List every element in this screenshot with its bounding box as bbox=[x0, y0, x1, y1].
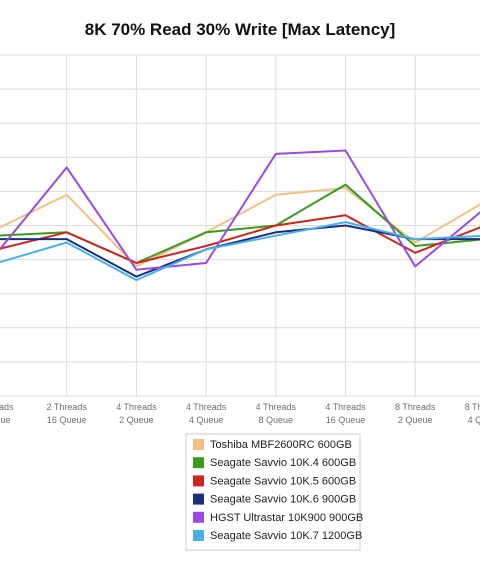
legend-label: Toshiba MBF2600RC 600GB bbox=[210, 439, 352, 451]
x-tick-label: 4 Threads bbox=[116, 402, 157, 412]
x-axis-ticks: Threads Queue 2 Threads 16 Queue 4 Threads 2 … bbox=[0, 402, 480, 425]
series-line-1 bbox=[0, 187, 480, 268]
series-line-2 bbox=[0, 183, 480, 264]
series-line-6 bbox=[0, 221, 480, 282]
series-line-4 bbox=[0, 224, 480, 278]
legend-label: Seagate Savvio 10K.5 600GB bbox=[210, 475, 356, 487]
legend-swatch bbox=[193, 439, 204, 450]
legend-swatch bbox=[193, 493, 204, 505]
series-line-3 bbox=[0, 214, 480, 264]
legend-label: Seagate Savvio 10K.6 900GB bbox=[210, 494, 356, 506]
x-tick-label: 8 Threads bbox=[465, 402, 480, 412]
x-tick-label: 2 Threads bbox=[47, 402, 88, 412]
x-tick-label: 4 Queue bbox=[189, 415, 224, 425]
x-tick-label: 4 Queue bbox=[468, 415, 480, 425]
legend-swatch bbox=[193, 457, 204, 469]
x-tick-label: 4 Threads bbox=[256, 402, 297, 412]
x-tick-label: 4 Threads bbox=[186, 402, 227, 412]
x-tick-label: 16 Queue bbox=[47, 415, 87, 425]
legend-label: HGST Ultrastar 10K900 900GB bbox=[210, 512, 363, 524]
legend-swatch bbox=[193, 511, 204, 523]
x-tick-label: Queue bbox=[0, 415, 11, 425]
chart-title: 8K 70% Read 30% Write [Max Latency] bbox=[85, 20, 396, 39]
x-tick-label: Threads bbox=[0, 402, 14, 412]
x-tick-label: 16 Queue bbox=[326, 415, 366, 425]
x-tick-label: 2 Queue bbox=[398, 415, 433, 425]
x-tick-label: 8 Threads bbox=[395, 402, 436, 412]
legend-label: Seagate Savvio 10K.4 600GB bbox=[210, 457, 356, 469]
x-tick-label: 2 Queue bbox=[119, 415, 154, 425]
legend-label: Seagate Savvio 10K.7 1200GB bbox=[210, 530, 362, 542]
legend-swatch bbox=[193, 530, 204, 541]
legend: Toshiba MBF2600RC 600GB Seagate Savvio 10… bbox=[185, 433, 363, 551]
legend-box bbox=[185, 433, 361, 551]
x-tick-label: 4 Threads bbox=[325, 402, 366, 412]
series-line-5 bbox=[0, 149, 480, 271]
plot-grid bbox=[0, 54, 480, 397]
x-tick-label: 8 Queue bbox=[259, 415, 294, 425]
plot-lines bbox=[0, 149, 480, 282]
legend-swatch bbox=[193, 475, 204, 487]
